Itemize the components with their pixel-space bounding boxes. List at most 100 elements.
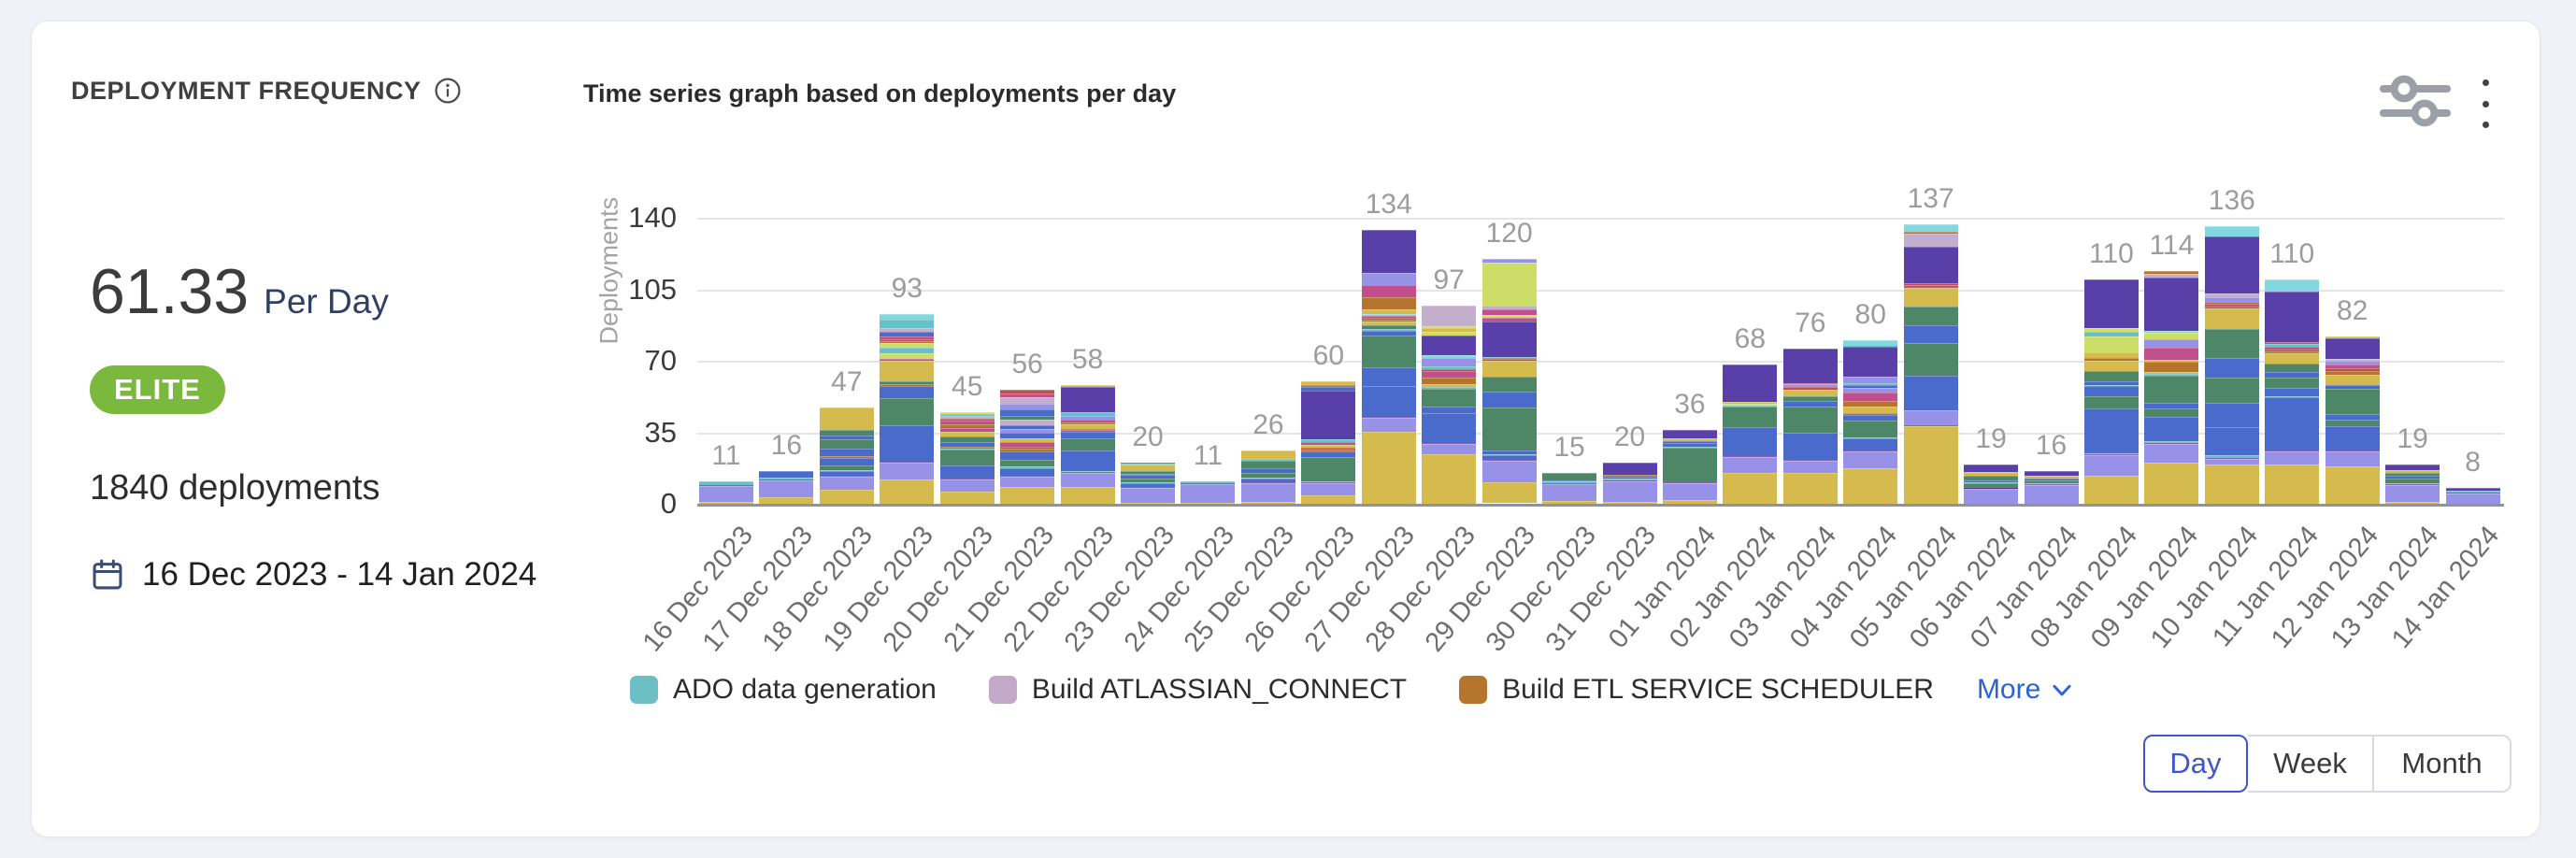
bar-value-label: 60 xyxy=(1312,339,1345,371)
deployments-time-series-chart: 0 35 70 105 140 Deployments 11 16 Dec 2023 16 17 … xyxy=(32,21,2540,837)
chart-bar[interactable] xyxy=(2204,225,2259,504)
bar-value-label: 76 xyxy=(1795,307,1826,338)
bar-segment xyxy=(880,479,935,504)
chart-bar[interactable] xyxy=(1422,305,1477,504)
bar-segment xyxy=(939,428,995,433)
bar-segment xyxy=(880,347,935,354)
legend-more-link[interactable]: More xyxy=(1977,674,2076,706)
bar-segment xyxy=(1240,467,1295,474)
bar-segment xyxy=(1903,343,1958,377)
bar-segment xyxy=(1060,422,1115,424)
bar-segment xyxy=(1301,390,1356,440)
bar-segment xyxy=(2204,329,2259,358)
bar-segment xyxy=(2204,426,2259,456)
chart-bar[interactable] xyxy=(1060,385,1115,504)
chart-bar[interactable] xyxy=(1903,223,1958,504)
chart-bar[interactable] xyxy=(2265,279,2320,504)
bar-segment xyxy=(1301,481,1356,483)
bar-segment xyxy=(939,419,995,422)
bar-segment xyxy=(819,439,874,449)
chart-bar[interactable] xyxy=(1121,463,1176,504)
chart-bar[interactable] xyxy=(819,408,874,504)
granularity-week-button[interactable]: Week xyxy=(2248,735,2374,793)
chart-bar[interactable] xyxy=(1361,230,1416,504)
widget-title: DEPLOYMENT FREQUENCY xyxy=(71,76,422,105)
bar-segment xyxy=(2144,374,2199,377)
bar-segment xyxy=(1422,335,1477,356)
bar-segment xyxy=(1181,480,1236,484)
bar-segment xyxy=(1301,482,1356,496)
bar-value-label: 11 xyxy=(1193,439,1224,471)
bar-segment xyxy=(1361,320,1416,322)
chart-bar[interactable] xyxy=(759,471,814,504)
chart-bar[interactable] xyxy=(1481,258,1537,504)
bar-segment xyxy=(1843,392,1898,401)
bar-segment xyxy=(1723,401,1778,404)
chart-bar[interactable] xyxy=(1181,480,1236,504)
chart-bar[interactable] xyxy=(2083,279,2139,504)
bar-segment xyxy=(1301,380,1356,386)
bar-segment xyxy=(1843,450,1898,452)
chart-bar[interactable] xyxy=(1782,348,1838,504)
bar-segment xyxy=(1782,433,1838,460)
chart-bar[interactable] xyxy=(2445,487,2500,504)
chart-bar[interactable] xyxy=(1301,380,1356,504)
bar-segment xyxy=(880,328,935,333)
bar-segment xyxy=(939,423,995,429)
bar-segment xyxy=(2325,425,2380,451)
bar-segment xyxy=(939,479,995,492)
date-range: 16 Dec 2023 - 14 Jan 2024 xyxy=(90,556,537,593)
bar-segment xyxy=(2144,444,2199,464)
chart-bar[interactable] xyxy=(1843,340,1898,504)
legend-item[interactable]: Build ATLASSIAN_CONNECT xyxy=(988,674,1407,706)
bar-segment xyxy=(2204,293,2259,298)
granularity-day-button[interactable]: Day xyxy=(2143,735,2248,793)
bar-segment xyxy=(2265,397,2320,451)
bar-segment xyxy=(1361,335,1416,368)
chart-bar[interactable] xyxy=(880,313,935,504)
bar-segment xyxy=(1782,400,1838,408)
bar-segment xyxy=(1481,305,1537,310)
bar-segment xyxy=(2204,307,2259,309)
bar-segment xyxy=(1121,470,1176,475)
bar-segment xyxy=(1422,368,1477,371)
bar-segment xyxy=(2144,362,2199,372)
chart-bar[interactable] xyxy=(1240,450,1295,504)
chart-bar[interactable] xyxy=(1723,365,1778,504)
chart-bar[interactable] xyxy=(1662,430,1717,504)
bar-segment xyxy=(2325,360,2380,365)
filter-sliders-icon[interactable] xyxy=(2370,70,2460,130)
bar-segment xyxy=(1481,314,1537,319)
bar-segment xyxy=(1000,403,1055,410)
bar-segment xyxy=(880,332,935,336)
bar-segment xyxy=(1964,488,2019,504)
legend-item[interactable]: Build ETL SERVICE SCHEDULER xyxy=(1459,674,1934,706)
bar-segment xyxy=(2083,352,2139,358)
bar-segment xyxy=(1481,360,1537,378)
chart-bar[interactable] xyxy=(2385,465,2440,504)
bar-segment xyxy=(2265,346,2320,350)
bar-segment xyxy=(1060,450,1115,471)
legend-swatch xyxy=(988,676,1017,704)
chart-subtitle: Time series graph based on deployments p… xyxy=(583,79,1177,107)
info-icon[interactable] xyxy=(433,76,463,106)
chart-bar[interactable] xyxy=(2144,270,2199,504)
bar-segment xyxy=(819,469,874,471)
chart-bar[interactable] xyxy=(1602,463,1657,504)
granularity-month-button[interactable]: Month xyxy=(2374,735,2512,793)
chart-bar[interactable] xyxy=(1000,389,1055,504)
chart-bar[interactable] xyxy=(2325,336,2380,504)
kebab-menu-icon[interactable] xyxy=(2467,76,2504,132)
bar-segment xyxy=(1000,409,1055,416)
chart-bar[interactable] xyxy=(2024,471,2079,504)
bar-segment xyxy=(1843,346,1898,378)
chart-bar[interactable] xyxy=(939,411,995,504)
legend-item[interactable]: ADO data generation xyxy=(630,674,937,706)
bar-segment xyxy=(1060,411,1115,416)
bar-segment xyxy=(1782,389,1838,397)
bar-segment xyxy=(1240,501,1295,504)
chart-bar[interactable] xyxy=(1542,473,1597,504)
chart-bar[interactable] xyxy=(1964,465,2019,504)
chart-bar[interactable] xyxy=(699,480,753,504)
bar-segment xyxy=(1481,460,1537,482)
